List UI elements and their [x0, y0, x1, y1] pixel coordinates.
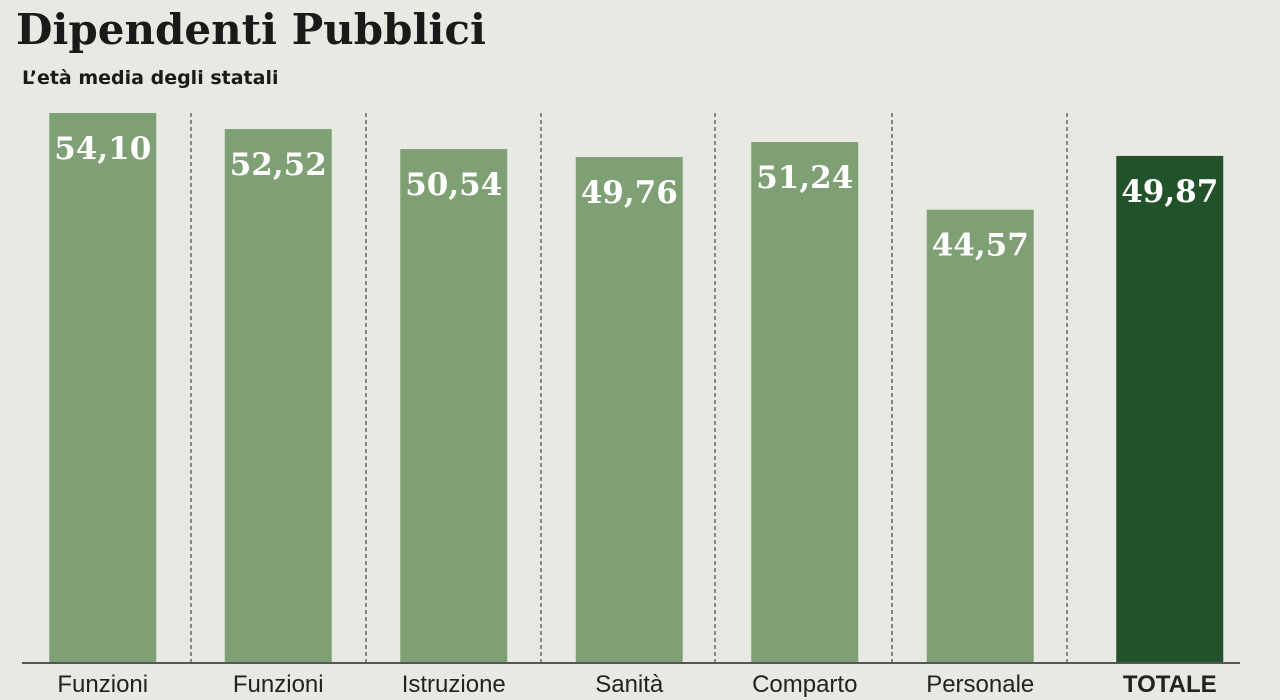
bar	[926, 209, 1034, 663]
bar	[400, 149, 508, 662]
x-tick-label: Comparto	[752, 671, 857, 698]
x-tick-label: Funzioni	[233, 671, 324, 698]
chart-subtitle: L’età media degli statali	[22, 67, 278, 89]
chart-title: Dipendenti Pubblici	[16, 5, 486, 54]
x-tick-label: Sanità	[595, 671, 664, 698]
separators	[190, 113, 1068, 662]
value-label: 44,57	[932, 228, 1029, 264]
x-tick-label: Personale	[926, 671, 1034, 698]
bar	[49, 113, 157, 662]
x-tick-label: Istruzione	[402, 671, 506, 698]
value-label: 49,76	[581, 175, 678, 211]
bar	[751, 142, 859, 662]
value-label: 51,24	[756, 160, 853, 196]
x-tick-label: Funzioni	[57, 671, 148, 698]
bar	[1116, 155, 1224, 662]
value-label: 49,87	[1121, 174, 1218, 210]
value-label: 52,52	[230, 147, 327, 183]
bar	[575, 157, 683, 662]
value-label: 54,10	[54, 131, 151, 167]
bar	[224, 129, 332, 663]
value-label: 50,54	[405, 167, 502, 203]
x-tick-label: TOTALE	[1123, 671, 1217, 698]
